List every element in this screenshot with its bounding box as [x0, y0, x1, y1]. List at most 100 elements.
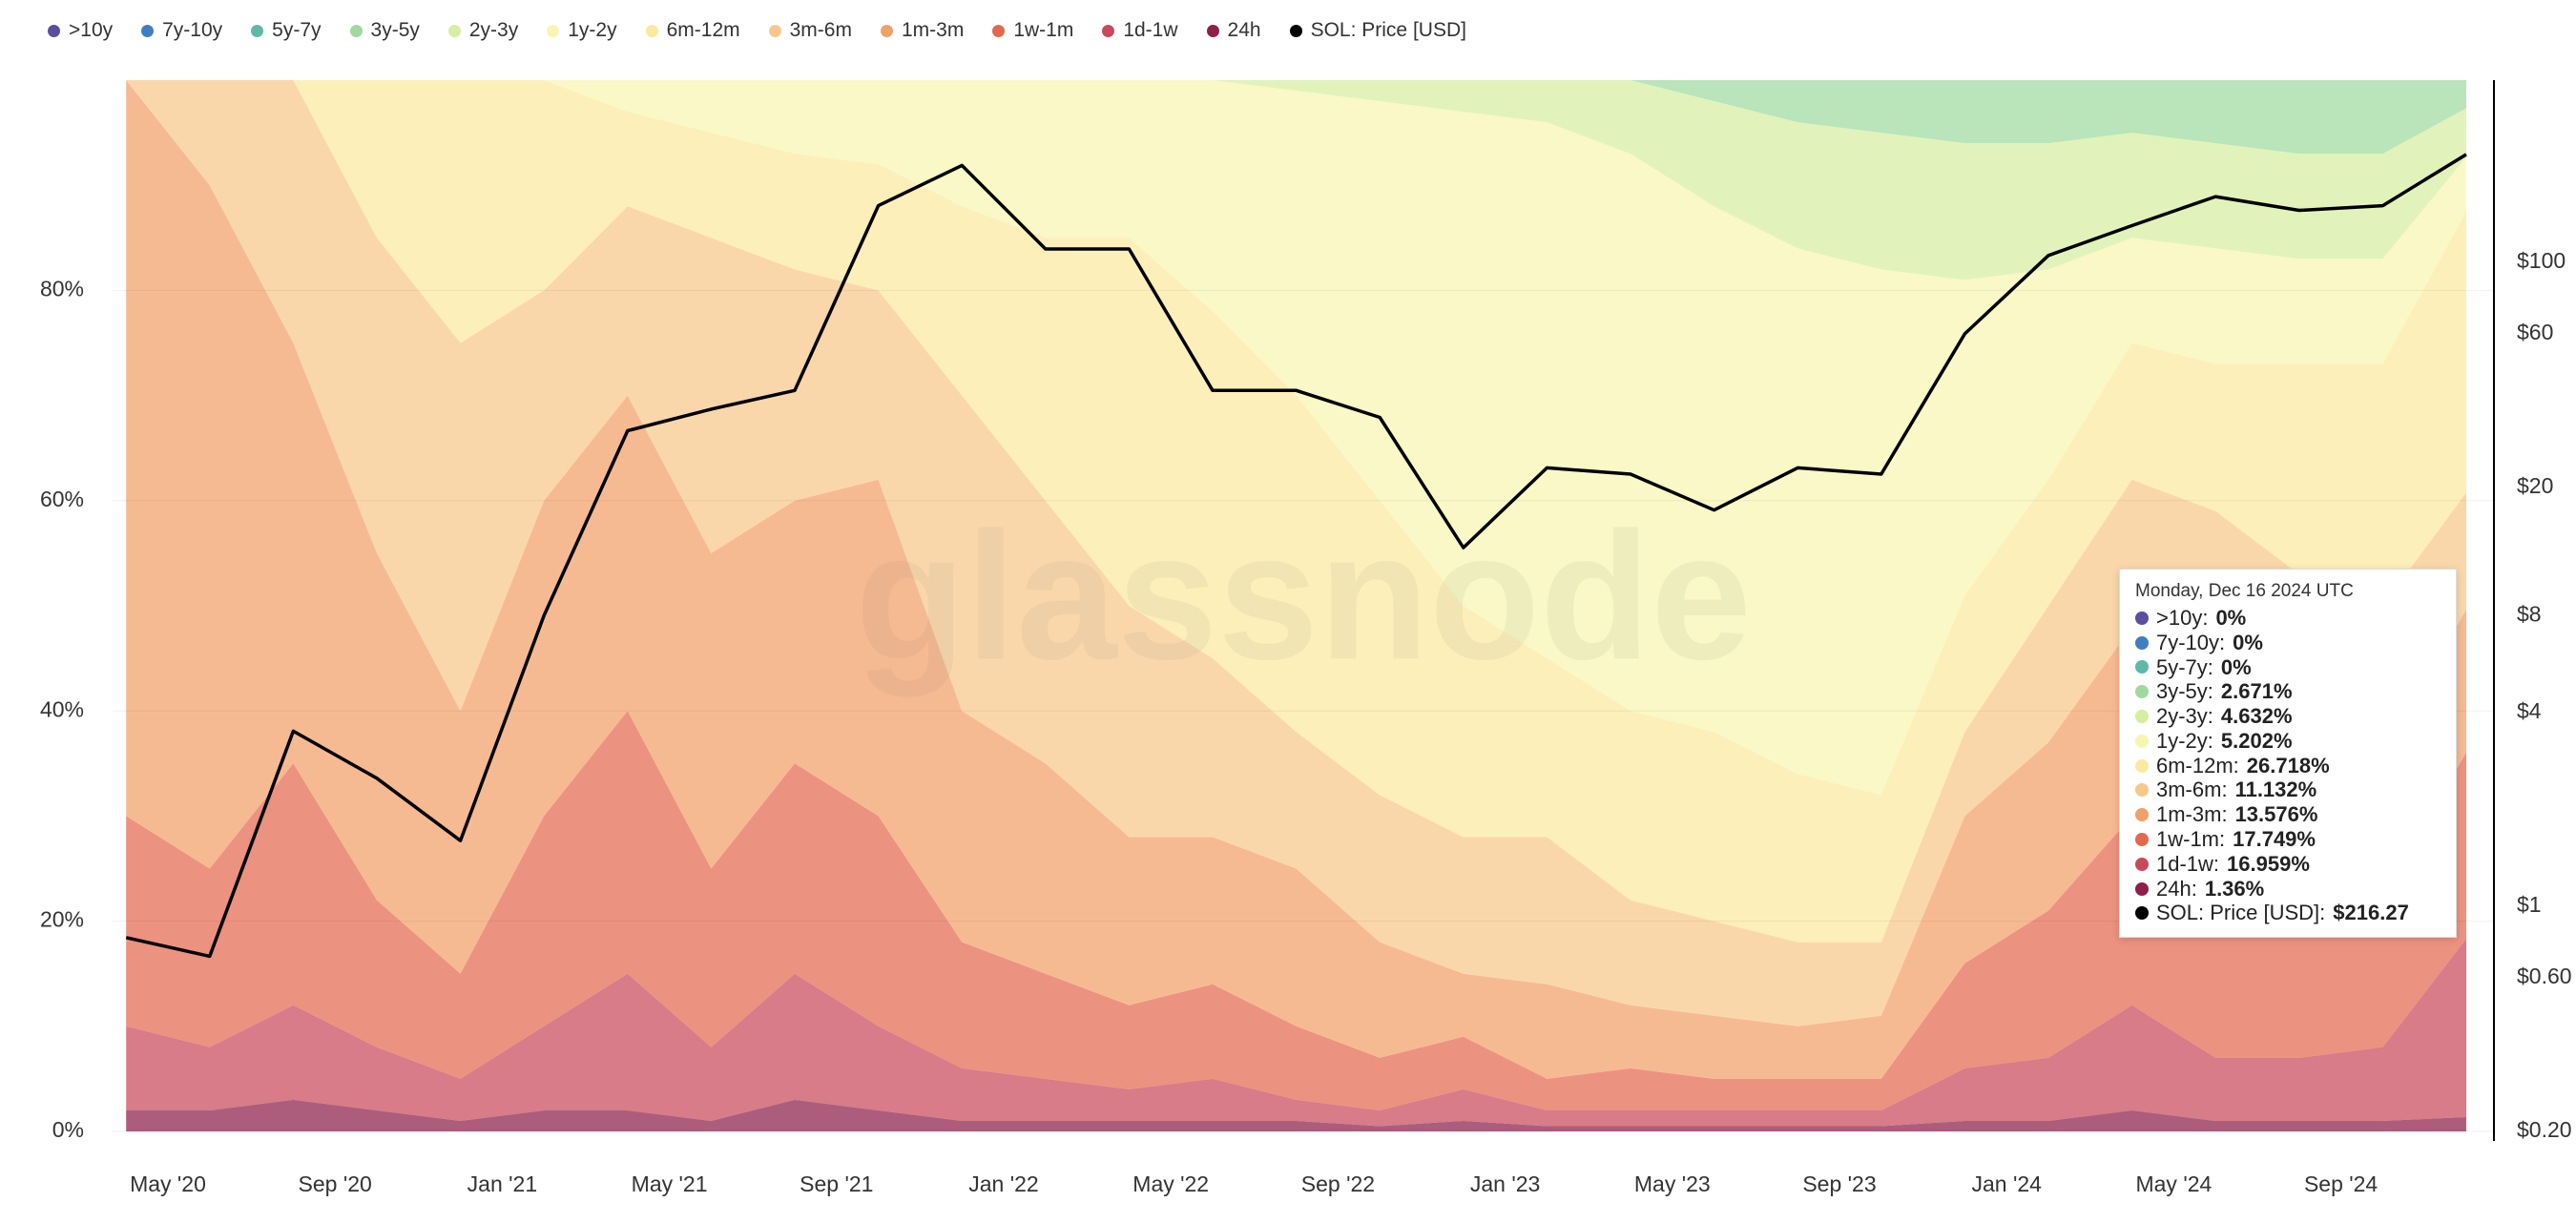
x-tick-label: Sep '20	[299, 1171, 372, 1196]
tooltip: Monday, Dec 16 2024 UTC >10y: 0% 7y-10y: 0% 5…	[2119, 569, 2457, 939]
tooltip-swatch	[2135, 734, 2149, 748]
tooltip-name: SOL: Price [USD]:	[2156, 901, 2326, 925]
tooltip-name: 3m-6m:	[2156, 777, 2228, 802]
tooltip-value: 0%	[2220, 654, 2252, 679]
tooltip-swatch	[2135, 833, 2149, 847]
x-tick-label: Sep '23	[1802, 1171, 1876, 1196]
tooltip-row: 1d-1w: 16.959%	[2135, 852, 2441, 877]
tooltip-value: 0%	[2233, 630, 2263, 654]
legend-item: 1y-2y	[547, 19, 617, 42]
area-band	[126, 939, 2467, 1127]
legend-item: >10y	[48, 19, 113, 42]
tooltip-row: 24h: 1.36%	[2135, 877, 2441, 902]
tooltip-swatch	[2135, 758, 2149, 773]
legend-item: 1m-3m	[880, 19, 964, 42]
legend-label: 1d-1w	[1123, 19, 1178, 41]
legend-swatch	[768, 24, 781, 37]
tooltip-value: 11.132%	[2234, 777, 2317, 802]
legend-swatch	[141, 24, 155, 37]
tooltip-value: 5.202%	[2220, 728, 2293, 753]
legend-label: >10y	[69, 19, 114, 41]
x-tick-label: Jan '23	[1470, 1171, 1540, 1196]
tooltip-value: 13.576%	[2234, 802, 2318, 827]
area-band	[126, 80, 2467, 943]
tooltip-name: 1w-1m:	[2156, 827, 2226, 852]
y2-tick-label: $60	[2517, 320, 2553, 344]
legend-item: SOL: Price [USD]	[1289, 19, 1466, 42]
tooltip-row: SOL: Price [USD]: $216.27	[2135, 901, 2441, 926]
legend-item: 3y-5y	[349, 19, 420, 42]
x-tick-label: May '23	[1634, 1171, 1711, 1196]
tooltip-value: 16.959%	[2227, 851, 2310, 876]
legend-label: 5y-7y	[272, 19, 322, 41]
tooltip-row: 6m-12m: 26.718%	[2135, 754, 2441, 778]
x-tick-label: Jan '24	[1971, 1171, 2042, 1196]
tooltip-row: 2y-3y: 4.632%	[2135, 704, 2441, 729]
y2-tick-label: $100	[2517, 248, 2566, 273]
tooltip-row: >10y: 0%	[2135, 606, 2441, 631]
legend-item: 5y-7y	[251, 19, 322, 42]
tooltip-title: Monday, Dec 16 2024 UTC	[2135, 581, 2354, 601]
tooltip-value: 2.671%	[2220, 679, 2293, 704]
tooltip-name: 7y-10y:	[2156, 630, 2226, 654]
legend-label: 3y-5y	[370, 19, 420, 41]
y2-tick-label: $1	[2517, 892, 2542, 917]
legend-label: 6m-12m	[666, 19, 740, 41]
y-tick-label: 20%	[40, 907, 84, 932]
watermark: glassnode	[855, 495, 1752, 697]
area-band	[126, 711, 2467, 1110]
legend-swatch	[349, 24, 363, 37]
legend-swatch	[547, 24, 560, 37]
tooltip-swatch	[2135, 611, 2149, 625]
legend-item: 6m-12m	[645, 19, 740, 42]
x-tick-label: May '22	[1132, 1171, 1209, 1196]
y-tick-label: 0%	[52, 1117, 84, 1142]
tooltip-swatch	[2135, 808, 2149, 822]
y2-tick-label: $4	[2517, 698, 2542, 723]
tooltip-value: $216.27	[2333, 901, 2409, 925]
tooltip-swatch	[2135, 906, 2149, 921]
legend-item: 3m-6m	[768, 19, 852, 42]
tooltip-value: 1.36%	[2204, 876, 2265, 901]
tooltip-swatch	[2135, 783, 2149, 798]
y-tick-label: 40%	[40, 696, 84, 721]
tooltip-name: 1y-2y:	[2156, 728, 2213, 753]
tooltip-name: 1m-3m:	[2156, 802, 2228, 827]
area-band	[126, 80, 2467, 1079]
x-tick-label: Jan '21	[467, 1171, 537, 1196]
tooltip-value: 4.632%	[2220, 704, 2293, 729]
tooltip-value: 26.718%	[2246, 753, 2330, 777]
x-tick-label: May '21	[632, 1171, 708, 1196]
x-tick-label: May '20	[130, 1171, 206, 1196]
tooltip-swatch	[2135, 635, 2149, 650]
legend-label: 3m-6m	[789, 19, 852, 41]
tooltip-swatch	[2135, 881, 2149, 896]
legend-label: SOL: Price [USD]	[1310, 19, 1466, 41]
tooltip-swatch	[2135, 710, 2149, 724]
legend-label: 1w-1m	[1013, 19, 1074, 41]
tooltip-value: 17.749%	[2233, 827, 2316, 852]
area-band	[126, 80, 2467, 796]
x-tick-label: May '24	[2135, 1171, 2212, 1196]
price-line	[125, 153, 2467, 959]
y2-tick-label: $8	[2517, 601, 2542, 626]
legend-swatch	[48, 24, 60, 37]
legend-swatch	[645, 24, 658, 37]
tooltip-name: 6m-12m:	[2156, 753, 2239, 777]
legend-item: 1w-1m	[992, 19, 1073, 42]
tooltip-row: 1y-2y: 5.202%	[2135, 729, 2441, 754]
tooltip-row: 5y-7y: 0%	[2135, 655, 2441, 680]
tooltip-row: 3y-5y: 2.671%	[2135, 679, 2441, 704]
y2-tick-label: $20	[2517, 473, 2553, 498]
tooltip-value: 0%	[2215, 605, 2247, 630]
x-tick-label: Sep '21	[800, 1171, 873, 1196]
legend-label: 1y-2y	[568, 19, 617, 41]
legend-swatch	[880, 24, 893, 37]
area-band	[126, 80, 2467, 1026]
legend-swatch	[251, 24, 264, 37]
tooltip-name: 2y-3y:	[2156, 704, 2213, 729]
tooltip-name: 3y-5y:	[2156, 679, 2213, 704]
tooltip-row: 3m-6m: 11.132%	[2135, 777, 2441, 803]
tooltip-name: >10y:	[2156, 605, 2209, 630]
